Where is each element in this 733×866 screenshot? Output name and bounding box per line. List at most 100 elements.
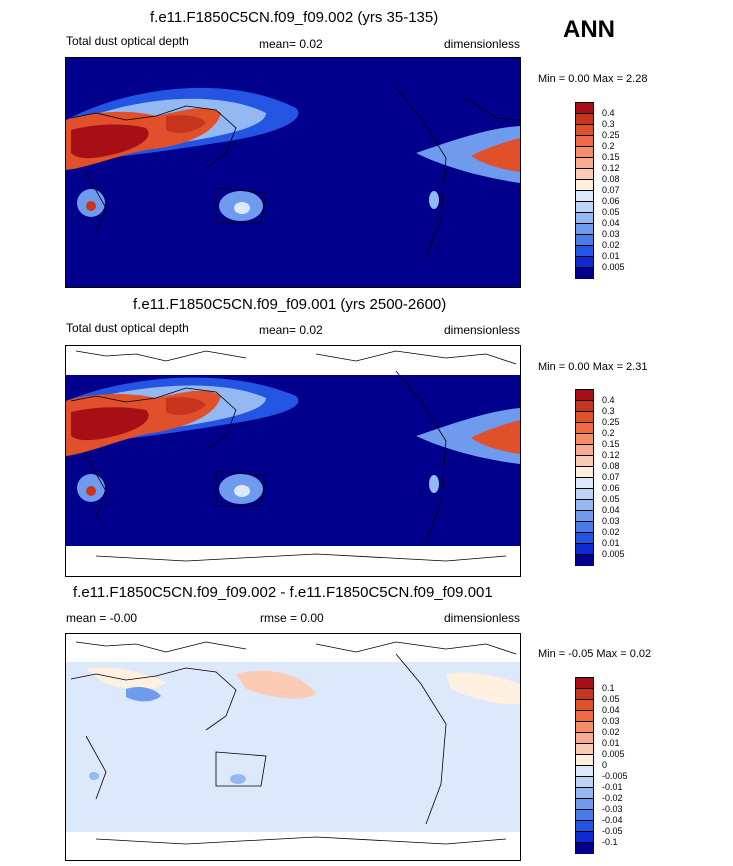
panel-2-map-svg: [66, 346, 520, 576]
panel-1-sahara-peak: [71, 124, 149, 159]
panel-2-colorbar-label: 0.08: [602, 461, 620, 471]
panel-1-title: f.e11.F1850C5CN.f09_f09.002 (yrs 35-135): [150, 9, 439, 26]
panel-1-colorbar-segment: [576, 103, 593, 114]
panel-3-colorbar-segment: [576, 678, 593, 689]
panel-2-colorbar-label: 0.15: [602, 439, 620, 449]
panel-1-colorbar-label: 0.15: [602, 152, 620, 162]
panel-2-colorbar-label: 0.4: [602, 395, 615, 405]
panel-3-colorbar-segment: [576, 843, 593, 854]
panel-2-colorbar-label: 0.07: [602, 472, 620, 482]
panel-3-units: dimensionless: [444, 611, 521, 625]
panel-1-minmax: Min = 0.00 Max = 2.28: [538, 73, 648, 85]
panel-1-colorbar-segment: [576, 246, 593, 257]
panel-1-colorbar-label: 0.06: [602, 196, 620, 206]
panel-2-sahara-peak: [71, 407, 149, 441]
panel-2-colorbar-label: 0.2: [602, 428, 615, 438]
panel-1-colorbar-segment: [576, 180, 593, 191]
panel-3-colorbar-label: -0.1: [602, 837, 618, 847]
panel-2-colorbar-segment: [576, 522, 593, 533]
panel-3-colorbar-segment: [576, 711, 593, 722]
panel-1-colorbar-segment: [576, 147, 593, 158]
panel-3-colorbar-label: -0.005: [602, 771, 628, 781]
panel-1-colorbar-label: 0.005: [602, 262, 625, 272]
panel-3-colorbar-box: [575, 677, 594, 854]
panel-3-colorbar-label: -0.01: [602, 782, 623, 792]
panel-2-colorbar-segment: [576, 434, 593, 445]
panel-1-south-america: [429, 191, 439, 209]
panel-2-colorbar-segment: [576, 478, 593, 489]
panel-3-negative-anomaly-2: [230, 774, 246, 784]
panel-2-colorbar-segment: [576, 456, 593, 467]
panel-3-mean: mean = -0.00: [66, 611, 138, 625]
panel-2-title: f.e11.F1850C5CN.f09_f09.001 (yrs 2500-26…: [133, 296, 447, 313]
panel-3-colorbar-segment: [576, 788, 593, 799]
panel-1-colorbar-label: 0.01: [602, 251, 620, 261]
panel-1-colorbar-label: 0.12: [602, 163, 620, 173]
panel-3-colorbar-label: 0.01: [602, 738, 620, 748]
panel-3-colorbar-segment: [576, 733, 593, 744]
panel-2-colorbar-label: 0.04: [602, 505, 620, 515]
panel-2-colorbar-box: [575, 389, 594, 566]
panel-1-ocean: [66, 58, 520, 287]
panel-3-minmax: Min = -0.05 Max = 0.02: [538, 648, 652, 660]
panel-1-colorbar-segment: [576, 169, 593, 180]
panel-1-colorbar-label: 0.05: [602, 207, 620, 217]
panel-2-atlantic-core: [471, 420, 520, 454]
panel-1-coastline: [70, 87, 520, 259]
panel-3-colorbar-segment: [576, 744, 593, 755]
panel-1-colorbar-segment: [576, 158, 593, 169]
panel-1-colorbar-segment: [576, 213, 593, 224]
panel-2-coastline: [70, 350, 517, 562]
panel-1-colorbar-label: 0.2: [602, 141, 615, 151]
panel-1-colorbar-segment: [576, 235, 593, 246]
panel-2-colorbar-label: 0.12: [602, 450, 620, 460]
panel-1-colorbar-segment: [576, 114, 593, 125]
panel-1-units: dimensionless: [444, 37, 521, 51]
panel-3-map: [65, 633, 521, 861]
panel-2-colorbar-segment: [576, 390, 593, 401]
panel-3-colorbar-segment: [576, 755, 593, 766]
panel-3-colorbar-segment: [576, 722, 593, 733]
panel-3-colorbar-segment: [576, 689, 593, 700]
panel-3-colorbar-segment: [576, 832, 593, 843]
panel-3-colorbar-segment: [576, 766, 593, 777]
panel-3-colorbar-label: -0.05: [602, 826, 623, 836]
panel-3-coastline: [70, 641, 517, 845]
panel-1-mean: mean= 0.02: [259, 37, 323, 51]
panel-2-colorbar-label: 0.05: [602, 494, 620, 504]
panel-1-australia-core: [234, 202, 250, 214]
panel-2-colorbar-segment: [576, 544, 593, 555]
panel-2-colorbar-segment: [576, 467, 593, 478]
panel-2-atlantic-plume: [416, 408, 520, 464]
panel-3-title: f.e11.F1850C5CN.f09_f09.002 - f.e11.F185…: [73, 584, 493, 601]
panel-2-asia-peak: [166, 397, 206, 416]
panel-3-colorbar-label: -0.03: [602, 804, 623, 814]
panel-2-colorbar-label: 0.3: [602, 406, 615, 416]
panel-2-colorbar-segment: [576, 511, 593, 522]
panel-1-colorbar-label: 0.4: [602, 108, 615, 118]
panel-2-south-africa-core: [86, 486, 96, 496]
panel-3-positive-anomaly-2: [236, 670, 316, 699]
panel-2-colorbar-label: 0.06: [602, 483, 620, 493]
panel-3-colorbar-label: 0: [602, 760, 608, 770]
panel-3-rmse: rmse = 0.00: [260, 611, 324, 625]
panel-1-colorbar-segment: [576, 257, 593, 268]
panel-1-atlantic-plume: [416, 126, 520, 183]
panel-2-south-america: [429, 475, 439, 493]
panel-1-south-africa-core: [86, 201, 96, 211]
panel-1-colorbar-segment: [576, 224, 593, 235]
panel-2-colorbar-label: 0.01: [602, 538, 620, 548]
panel-2-colorbar-segment: [576, 489, 593, 500]
panel-3-colorbar-label: -0.02: [602, 793, 623, 803]
panel-3-negative-anomaly-1: [126, 686, 161, 702]
panel-3-negative-anomaly-3: [89, 772, 99, 780]
panel-1-colorbar-segment: [576, 202, 593, 213]
panel-1-colorbar-segment: [576, 125, 593, 136]
panel-3-positive-anomaly-3: [446, 672, 520, 705]
panel-1-variable-label: Total dust optical depth: [66, 34, 189, 48]
panel-3-colorbar-segment: [576, 821, 593, 832]
panel-1-colorbar-label: 0.04: [602, 218, 620, 228]
panel-2-mean: mean= 0.02: [259, 323, 323, 337]
panel-1-atlantic-core: [471, 138, 520, 172]
panel-1-colorbar-segment: [576, 136, 593, 147]
